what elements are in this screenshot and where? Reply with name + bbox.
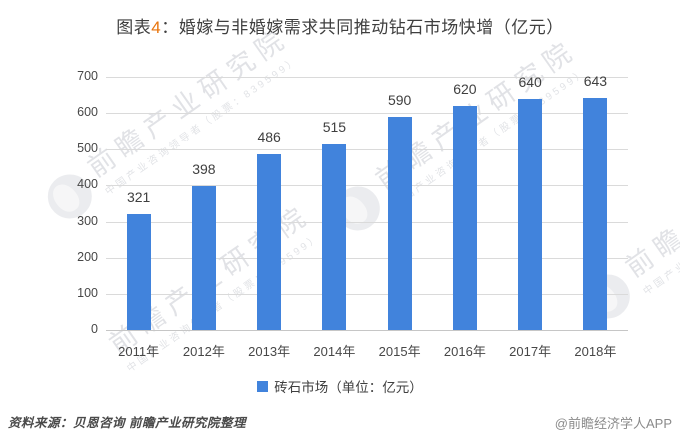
x-axis-label: 2013年 (248, 344, 291, 359)
y-axis-label: 0 (91, 322, 98, 336)
x-axis-label: 2018年 (574, 344, 617, 359)
gridline (106, 185, 628, 187)
y-axis-label: 500 (77, 141, 98, 156)
x-axis-label: 2015年 (378, 344, 421, 359)
y-axis-label: 100 (77, 285, 98, 300)
footer-credit: @前瞻经济学人APP (554, 416, 672, 431)
gridline (106, 330, 628, 331)
y-axis-label: 300 (77, 213, 98, 228)
bar (126, 213, 151, 330)
legend: 砖石市场（单位：亿元） (0, 376, 680, 396)
title-prefix: 图表 (116, 18, 152, 37)
bar-value-label: 640 (518, 73, 542, 90)
bar (518, 98, 543, 330)
title-rest: ：婚嫁与非婚嫁需求共同推动钻石市场快增（亿元） (161, 18, 564, 37)
title-number: 4 (151, 18, 162, 37)
x-axis-label: 2012年 (182, 344, 225, 359)
y-axis-label: 200 (77, 249, 98, 264)
legend-label: 砖石市场（单位：亿元） (274, 380, 423, 395)
y-axis-label: 600 (77, 105, 98, 120)
x-axis-label: 2016年 (443, 344, 486, 359)
bar (191, 186, 216, 330)
bar-value-label: 486 (257, 129, 281, 146)
y-axis-label: 400 (77, 177, 98, 192)
gridline (106, 257, 628, 259)
bar-value-label: 590 (387, 91, 412, 108)
x-axis-label: 2011年 (118, 344, 160, 359)
page-title: 图表4：婚嫁与非婚嫁需求共同推动钻石市场快增（亿元） (0, 13, 680, 38)
bar-value-label: 515 (322, 118, 347, 135)
gridline (106, 149, 628, 151)
gridline (106, 113, 628, 115)
gridline (106, 221, 628, 223)
bar (257, 154, 282, 330)
x-axis-label: 2014年 (313, 344, 356, 359)
bar (387, 116, 412, 330)
bar-value-label: 643 (583, 72, 608, 89)
bar (452, 105, 477, 330)
bar-value-label: 321 (126, 188, 151, 205)
x-axis-label: 2017年 (509, 344, 552, 359)
footer-source: 资料来源：贝恩咨询 前瞻产业研究院整理 (8, 416, 246, 430)
legend-marker-icon (257, 380, 269, 392)
bar (583, 97, 608, 330)
y-axis-label: 700 (77, 69, 98, 83)
gridline (106, 293, 628, 295)
gridline (106, 77, 628, 78)
bar (322, 143, 347, 330)
bar-value-label: 398 (192, 161, 216, 178)
bar-value-label: 620 (453, 80, 477, 97)
